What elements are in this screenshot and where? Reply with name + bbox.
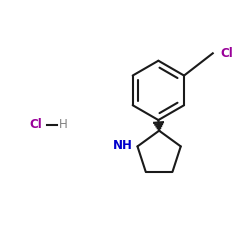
Text: Cl: Cl <box>30 118 42 132</box>
Text: Cl: Cl <box>220 47 233 60</box>
Text: NH: NH <box>113 139 133 152</box>
Text: H: H <box>59 118 68 132</box>
